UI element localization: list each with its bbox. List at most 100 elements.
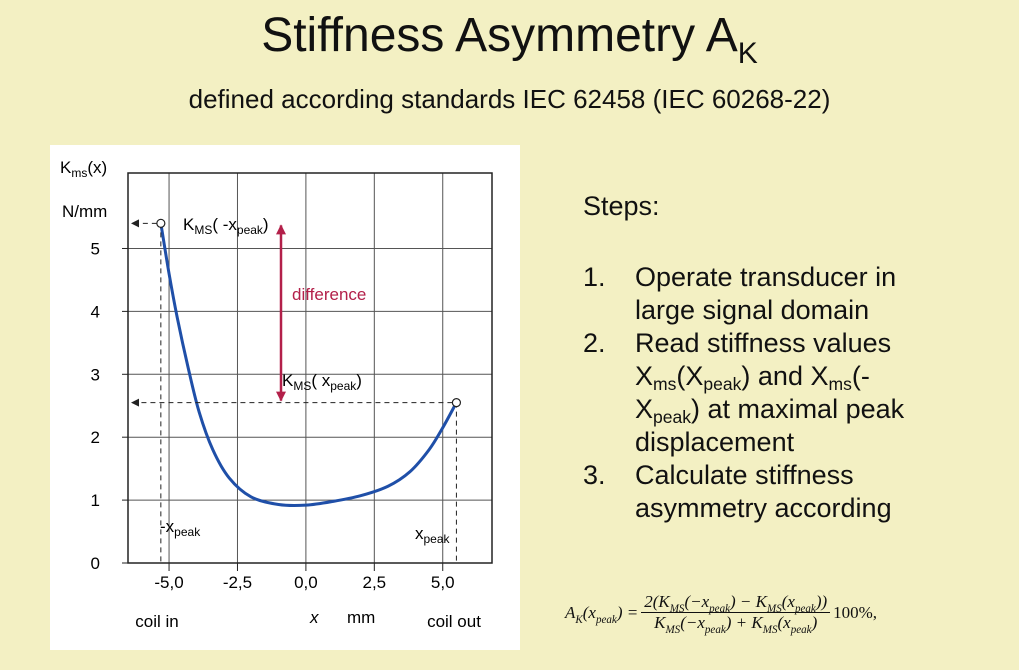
step-item: 1. Operate transducer in large signal dom… xyxy=(583,261,943,327)
text-run: ) xyxy=(356,371,362,390)
text-run: ( -x xyxy=(212,215,237,234)
chart: 0 1 2 3 4 5 -5,0 -2,5 0,0 2,5 5,0 Kms(x) N/mm x mm coil… xyxy=(50,145,520,650)
text-run: )) xyxy=(815,592,828,611)
y-tick-label: 1 xyxy=(91,491,100,510)
text-run: ) xyxy=(263,215,269,234)
subscript: MS xyxy=(194,223,212,237)
step-number: 3. xyxy=(583,460,606,490)
subscript: peak xyxy=(653,407,692,427)
annotation: difference xyxy=(292,285,366,304)
text-run: Operate transducer in large signal domai… xyxy=(635,262,897,325)
text-run: (X xyxy=(676,361,704,391)
step-number: 1. xyxy=(583,262,606,292)
y-tick-label: 2 xyxy=(91,428,100,447)
step-text: Calculate stiffness asymmetry according xyxy=(635,459,925,525)
text-run: K xyxy=(183,215,195,234)
text-run: -x xyxy=(160,517,175,536)
step-text: Read stiffness values Xms(Xpeak) and Xms… xyxy=(635,327,925,459)
subscript: peak xyxy=(237,223,264,237)
subscript: peak xyxy=(330,379,357,393)
text-run: A xyxy=(565,602,576,622)
x-tick-label: 2,5 xyxy=(362,573,386,592)
subscript: MS xyxy=(665,624,681,636)
text-run: Read stiffness values X xyxy=(635,328,892,391)
text-run: ) at maximal peak displacement xyxy=(635,394,905,457)
text-run: (x xyxy=(582,602,596,622)
text-run: ) − K xyxy=(730,592,767,611)
subscript: peak xyxy=(174,525,201,539)
text-run: (-X xyxy=(635,361,870,424)
subscript: peak xyxy=(794,603,816,615)
annotation: KMS( xpeak) xyxy=(282,371,362,393)
stiffness-curve xyxy=(159,223,458,508)
plot-frame xyxy=(127,172,493,564)
step-item: 3. Calculate stiffness asymmetry accordin… xyxy=(583,459,943,525)
text-run: K xyxy=(282,371,294,390)
slide-title: Stiffness Asymmetry AK xyxy=(0,8,1019,71)
text-run: ) xyxy=(811,613,818,632)
text-run: ) + K xyxy=(725,613,763,632)
x-end-label: coil out xyxy=(427,612,481,631)
subscript: MS xyxy=(762,624,778,636)
text-run: 2(K xyxy=(644,592,670,611)
y-axis-label: Kms(x) xyxy=(60,158,107,180)
y-axis-unit: N/mm xyxy=(62,202,107,221)
annotation: KMS( -xpeak) xyxy=(183,215,269,237)
formula-denominator: KMS(−xpeak) + KMS(xpeak) xyxy=(651,613,820,636)
annotation: xpeak xyxy=(415,524,451,546)
subscript: MS xyxy=(293,379,311,393)
subscript: ms xyxy=(71,166,87,180)
x-axis-unit: mm xyxy=(347,608,375,627)
subscript: peak xyxy=(703,374,742,394)
text-run: x xyxy=(415,524,424,543)
text-run: (x xyxy=(777,613,791,632)
text-run: Stiffness Asymmetry A xyxy=(261,9,738,62)
subscript: K xyxy=(575,613,583,626)
text-run: ( x xyxy=(311,371,330,390)
text-run: ) and X xyxy=(741,361,829,391)
subscript: peak xyxy=(595,613,617,626)
subscript: MS xyxy=(767,603,782,615)
subscript: MS xyxy=(669,603,685,615)
steps-heading: Steps: xyxy=(583,191,660,221)
text-run: (−x xyxy=(680,613,705,632)
x-end-label: coil in xyxy=(135,612,178,631)
steps: Steps: 1. Operate transducer in large sig… xyxy=(583,190,943,525)
step-number: 2. xyxy=(583,328,606,358)
subscript: peak xyxy=(704,624,726,636)
x-axis-label: x xyxy=(309,608,319,627)
step-text: Operate transducer in large signal domai… xyxy=(635,261,925,327)
x-tick-label: 0,0 xyxy=(294,573,318,592)
subscript: ms xyxy=(653,374,677,394)
text-run: Calculate stiffness asymmetry according xyxy=(635,460,892,523)
subscript: ms xyxy=(828,374,852,394)
peak-point xyxy=(451,397,462,408)
fraction: 2(KMS(−xpeak) − KMS(xpeak)) KMS(−xpeak) … xyxy=(641,592,831,636)
x-tick-label: 5,0 xyxy=(431,573,455,592)
y-tick-label: 0 xyxy=(91,554,100,573)
y-tick-label: 4 xyxy=(91,302,100,321)
subscript: peak xyxy=(709,603,731,615)
subscript: peak xyxy=(790,624,812,636)
subscript: peak xyxy=(424,532,451,546)
slide-subtitle: defined according standards IEC 62458 (I… xyxy=(188,84,831,114)
step-item: 2. Read stiffness values Xms(Xpeak) and X… xyxy=(583,327,943,459)
formula: AK(xpeak) = 2(KMS(−xpeak) − KMS(xpeak)) … xyxy=(565,592,878,636)
subscript: K xyxy=(737,37,758,70)
peak-point xyxy=(156,218,166,228)
text-run: (−x xyxy=(684,592,710,611)
annotation: -xpeak xyxy=(160,517,201,539)
formula-suffix: 100%, xyxy=(833,602,878,622)
x-tick-label: -5,0 xyxy=(154,573,183,592)
y-tick-label: 5 xyxy=(91,239,100,258)
y-tick-label: 3 xyxy=(91,365,100,384)
formula-lhs: AK(xpeak) = xyxy=(565,602,639,626)
text-run: K xyxy=(60,158,72,177)
text-run: ) = xyxy=(616,602,639,622)
text-run: (x xyxy=(781,592,795,611)
x-tick-label: -2,5 xyxy=(223,573,252,592)
formula-numerator: 2(KMS(−xpeak) − KMS(xpeak)) xyxy=(641,592,831,615)
text-run: K xyxy=(654,613,666,632)
text-run: (x) xyxy=(87,158,107,177)
